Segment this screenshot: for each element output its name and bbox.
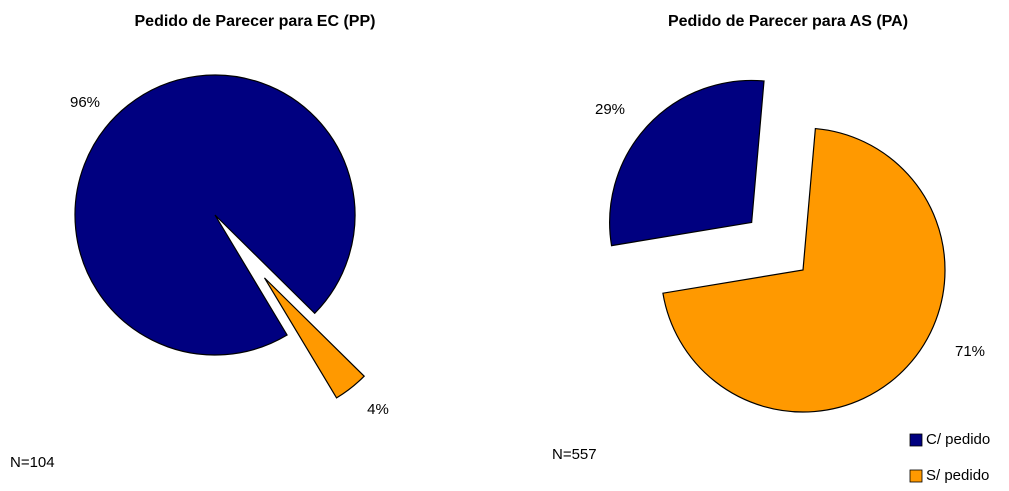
data-label: 96% bbox=[70, 94, 100, 111]
chart-title: Pedido de Parecer para AS (PA) bbox=[668, 13, 908, 30]
data-label: 4% bbox=[367, 401, 389, 418]
pie-slice bbox=[263, 277, 366, 399]
pie-slice bbox=[609, 79, 765, 247]
annotation: N=104 bbox=[10, 454, 55, 471]
chart-title: Pedido de Parecer para EC (PP) bbox=[135, 13, 376, 30]
legend-swatch bbox=[909, 469, 923, 483]
legend-label: S/ pedido bbox=[926, 467, 989, 484]
pie-slice bbox=[74, 74, 356, 356]
data-label: 29% bbox=[595, 101, 625, 118]
data-label: 71% bbox=[955, 343, 985, 360]
annotation: N=557 bbox=[552, 446, 597, 463]
legend-swatch bbox=[909, 433, 923, 447]
pie-slice bbox=[662, 127, 946, 413]
legend-label: C/ pedido bbox=[926, 431, 990, 448]
